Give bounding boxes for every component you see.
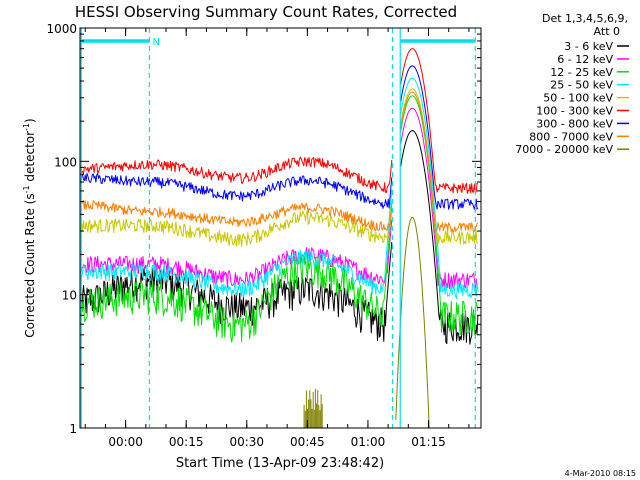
y-tick-label: 1 — [69, 422, 77, 436]
legend-label: 300 - 800 keV — [536, 117, 613, 130]
y-axis: 1 10 100 1000 — [46, 22, 481, 436]
series-25-50-kev — [80, 77, 479, 299]
series-line — [80, 77, 479, 299]
series-7000-20000-kev — [303, 216, 430, 428]
footer-date: 4-Mar-2010 08:15 — [565, 469, 636, 478]
series-layer — [80, 48, 479, 428]
legend-label: 800 - 7000 keV — [529, 130, 613, 143]
y-tick-label: 1000 — [46, 22, 77, 36]
legend-label: 6 - 12 keV — [557, 53, 613, 66]
legend-label: 50 - 100 keV — [543, 92, 613, 105]
series-300-800-kev — [80, 65, 479, 210]
x-tick-label: 01:00 — [351, 435, 386, 449]
x-tick-label: 00:15 — [169, 435, 204, 449]
time-markers: N — [80, 28, 476, 428]
series-50-100-kev — [80, 88, 479, 247]
legend-label: 3 - 6 keV — [564, 40, 613, 53]
series-line — [80, 65, 479, 210]
series-3-6-kev — [80, 130, 479, 345]
legend-header-1: Det 1,3,4,5,6,9, — [542, 12, 628, 25]
series-12-25-kev — [80, 95, 479, 343]
series-800-7000-kev — [80, 91, 479, 233]
flag-label: N — [152, 37, 159, 48]
y-tick-label: 100 — [54, 155, 77, 169]
x-tick-label: 00:00 — [108, 435, 143, 449]
legend-label: 7000 - 20000 keV — [515, 143, 613, 156]
legend-label: 100 - 300 keV — [536, 105, 613, 118]
x-axis-label: Start Time (13-Apr-09 23:48:42) — [176, 456, 384, 471]
chart-title: HESSI Observing Summary Count Rates, Cor… — [75, 3, 457, 21]
legend-label: 12 - 25 keV — [550, 66, 613, 79]
series-line — [395, 216, 430, 428]
x-axis: 00:00 00:15 00:30 00:45 01:00 01:15 — [84, 28, 470, 449]
x-tick-label: 00:45 — [290, 435, 325, 449]
series-6-12-kev — [80, 107, 479, 290]
series-line — [80, 88, 479, 247]
series-line — [80, 91, 479, 233]
x-tick-label: 01:15 — [411, 435, 446, 449]
legend-header-2: Att 0 — [594, 25, 620, 38]
legend-label: 25 - 50 keV — [550, 79, 613, 92]
series-line — [80, 48, 479, 194]
series-100-300-kev — [80, 48, 479, 194]
y-axis-label: Corrected Count Rate (s-1 detector-1) — [22, 118, 37, 337]
series-line — [80, 95, 479, 343]
plot-frame — [79, 27, 482, 429]
series-line — [80, 107, 479, 290]
x-tick-label: 00:30 — [229, 435, 264, 449]
series-line — [80, 130, 479, 345]
y-tick-label: 10 — [62, 289, 77, 303]
